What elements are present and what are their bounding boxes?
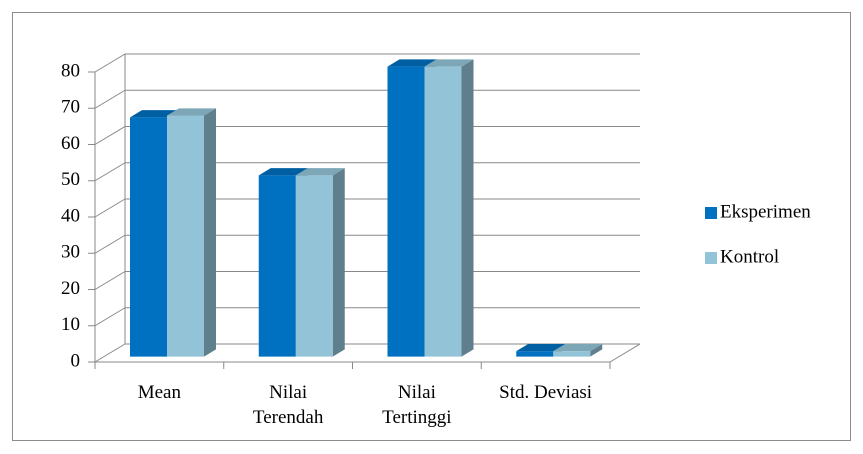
bar-top xyxy=(553,343,603,352)
bar-side xyxy=(590,343,603,357)
bar-side xyxy=(461,59,474,357)
bar xyxy=(553,343,603,357)
y-tick-label: 30 xyxy=(61,242,80,263)
bar-top xyxy=(167,108,216,116)
bar-front xyxy=(295,175,333,357)
bar-top xyxy=(387,59,437,67)
bar-front xyxy=(553,351,591,357)
grid-line xyxy=(94,343,126,363)
legend-label: Kontrol xyxy=(720,246,779,267)
bar-top xyxy=(516,343,566,352)
x-tick-label: Mean xyxy=(137,382,181,403)
y-tick-label: 60 xyxy=(61,133,80,154)
grid-line xyxy=(94,162,126,182)
y-tick-label: 10 xyxy=(61,314,80,335)
grid-line xyxy=(94,53,126,73)
bar-top xyxy=(258,168,308,176)
floor-edge xyxy=(609,343,641,363)
bar-side xyxy=(204,108,216,357)
legend-label: Eksperimen xyxy=(720,201,811,222)
y-tick-label: 40 xyxy=(61,205,80,226)
y-tick-label: 80 xyxy=(61,60,80,81)
bar-side xyxy=(332,168,345,357)
legend-swatch xyxy=(705,207,717,219)
x-tick-label: Std. Deviasi xyxy=(499,382,593,403)
bar-front xyxy=(258,175,296,357)
x-tick-label: Nilai Tertinggi xyxy=(382,382,452,428)
y-tick-label: 50 xyxy=(61,169,80,190)
bar-front xyxy=(130,117,167,357)
y-tick-label: 20 xyxy=(61,278,80,299)
grid-line xyxy=(94,126,126,145)
grid-line xyxy=(94,271,126,290)
grid-line xyxy=(94,198,126,218)
grid-line xyxy=(94,234,126,254)
bar-top xyxy=(424,59,474,67)
y-tick-label: 0 xyxy=(71,350,81,371)
legend-swatch xyxy=(705,252,717,264)
bar-front xyxy=(167,115,204,357)
bar xyxy=(424,59,474,357)
grid-line xyxy=(94,307,126,327)
x-tick-label: Nilai Terendah xyxy=(252,382,324,428)
bar-front xyxy=(387,66,425,357)
bar-top xyxy=(295,168,345,176)
bar xyxy=(167,108,216,357)
bar-top xyxy=(130,110,179,118)
bar-front xyxy=(516,351,554,357)
grid-line xyxy=(94,89,126,109)
bar xyxy=(295,168,345,357)
bar-front xyxy=(424,66,462,357)
y-tick-label: 70 xyxy=(61,97,80,118)
